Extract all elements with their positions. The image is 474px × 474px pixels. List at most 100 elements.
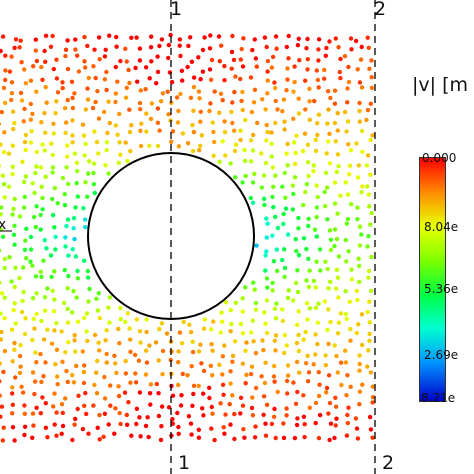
particle bbox=[291, 116, 296, 122]
particle bbox=[228, 308, 233, 313]
particle bbox=[94, 296, 99, 301]
particle bbox=[0, 337, 4, 342]
particle bbox=[285, 391, 290, 396]
particle bbox=[322, 76, 327, 81]
particle bbox=[177, 43, 182, 48]
particle bbox=[313, 305, 319, 310]
particle bbox=[83, 217, 88, 222]
particle bbox=[229, 109, 234, 115]
particle bbox=[360, 382, 365, 387]
particle bbox=[54, 76, 60, 81]
particle bbox=[317, 247, 323, 252]
particle bbox=[156, 358, 161, 363]
particle bbox=[228, 422, 233, 427]
particle bbox=[233, 300, 238, 305]
particle bbox=[334, 353, 339, 359]
particle bbox=[263, 107, 268, 112]
particle bbox=[0, 164, 1, 168]
particle bbox=[273, 435, 278, 441]
particle bbox=[273, 333, 279, 338]
particle bbox=[39, 120, 44, 125]
particle bbox=[118, 152, 123, 157]
particle bbox=[113, 64, 119, 70]
particle bbox=[9, 80, 15, 85]
particle bbox=[83, 107, 89, 112]
particle bbox=[170, 393, 176, 398]
particle bbox=[252, 171, 257, 177]
particle bbox=[305, 57, 310, 62]
particle bbox=[332, 343, 337, 348]
particle bbox=[137, 329, 143, 334]
particle bbox=[337, 69, 342, 75]
particle bbox=[32, 190, 37, 196]
particle bbox=[44, 100, 49, 105]
particle bbox=[253, 424, 258, 429]
particle bbox=[0, 404, 5, 409]
particle bbox=[248, 195, 253, 201]
particle bbox=[238, 411, 243, 416]
particle bbox=[303, 329, 308, 335]
particle bbox=[104, 140, 110, 145]
particle bbox=[83, 65, 88, 70]
particle bbox=[283, 195, 288, 200]
particle bbox=[188, 421, 194, 426]
particle bbox=[96, 35, 102, 40]
particle bbox=[125, 311, 130, 316]
particle bbox=[270, 280, 275, 286]
particle bbox=[311, 168, 316, 174]
particle bbox=[30, 370, 36, 375]
particle bbox=[297, 370, 302, 375]
particle bbox=[38, 269, 43, 274]
particle bbox=[240, 331, 246, 336]
particle bbox=[116, 384, 121, 389]
particle bbox=[370, 400, 375, 405]
particle bbox=[189, 432, 194, 437]
particle bbox=[227, 402, 232, 407]
particle bbox=[369, 210, 374, 216]
particle bbox=[264, 249, 269, 254]
particle bbox=[360, 149, 365, 154]
particle bbox=[316, 435, 322, 441]
particle bbox=[254, 64, 259, 69]
particle bbox=[344, 129, 349, 134]
particle bbox=[286, 33, 291, 39]
particle bbox=[315, 132, 320, 138]
particle bbox=[28, 234, 34, 240]
particle bbox=[9, 327, 15, 332]
particle bbox=[170, 421, 175, 426]
particle bbox=[251, 280, 256, 285]
particle bbox=[293, 280, 299, 286]
particle bbox=[176, 382, 181, 388]
particle bbox=[170, 129, 176, 134]
particle bbox=[198, 143, 203, 148]
particle bbox=[104, 360, 110, 365]
particle bbox=[343, 180, 349, 185]
particle bbox=[30, 296, 36, 301]
particle bbox=[3, 53, 8, 58]
particle bbox=[218, 401, 223, 406]
particle bbox=[346, 142, 351, 147]
particle bbox=[316, 58, 321, 63]
particle bbox=[0, 48, 3, 54]
particle bbox=[128, 380, 133, 385]
particle bbox=[75, 406, 80, 412]
particle bbox=[43, 401, 48, 406]
particle bbox=[1, 85, 7, 91]
particle bbox=[136, 358, 142, 363]
particle bbox=[166, 112, 171, 117]
particle bbox=[84, 311, 90, 316]
particle bbox=[223, 412, 228, 417]
particle bbox=[211, 319, 216, 324]
particle bbox=[327, 39, 332, 44]
particle bbox=[180, 78, 185, 83]
particle bbox=[30, 337, 35, 343]
particle bbox=[60, 359, 65, 364]
particle bbox=[198, 77, 203, 82]
particle bbox=[19, 98, 25, 103]
particle bbox=[63, 120, 69, 125]
particle bbox=[314, 205, 320, 210]
particle bbox=[12, 301, 17, 306]
particle bbox=[353, 416, 359, 421]
particle bbox=[253, 385, 259, 391]
particle bbox=[63, 130, 68, 136]
